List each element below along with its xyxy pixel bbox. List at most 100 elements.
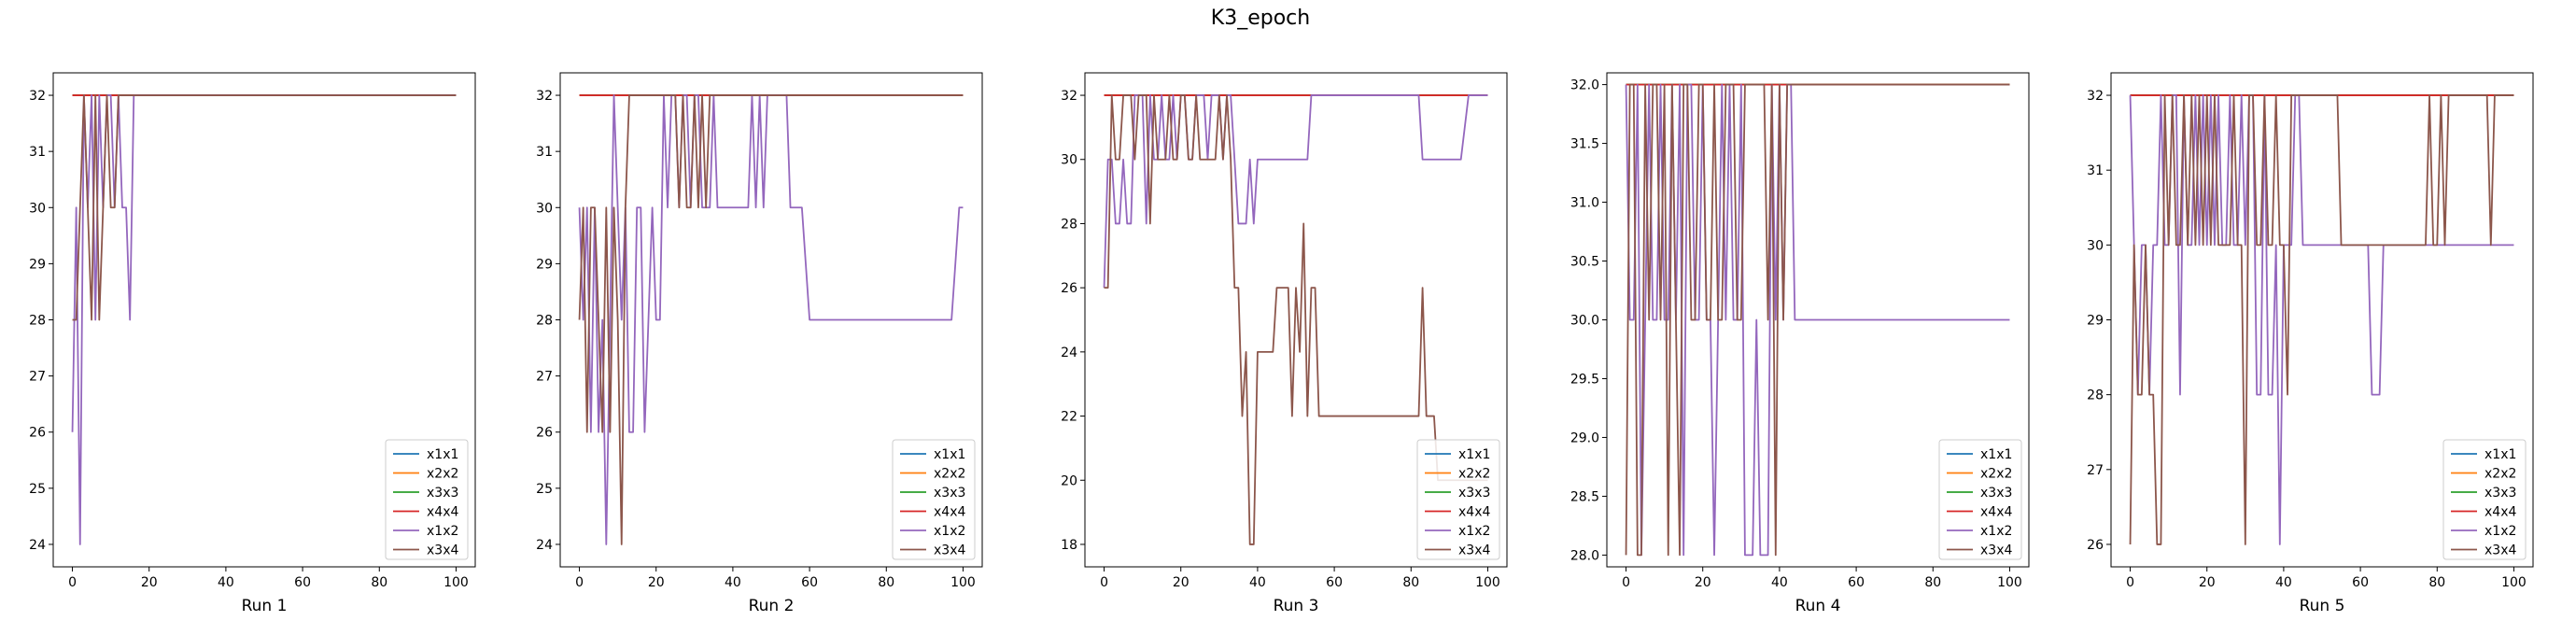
y-tick-label: 31 [29,145,46,160]
legend-label-x3x4: x3x4 [427,543,458,558]
y-tick-label: 25 [536,482,553,497]
legend-box [385,439,469,560]
y-tick-label: 27 [2087,463,2104,478]
legend-label-x3x3: x3x3 [1980,486,2012,501]
x-tick-label: 0 [68,575,77,590]
y-tick-label: 32 [2087,89,2104,104]
figure-title: K3_epoch [1211,7,1310,30]
x-tick-label: 0 [575,575,584,590]
x-axis-label: Run 1 [242,597,288,615]
legend-label-x4x4: x4x4 [1458,505,1490,520]
y-tick-label: 22 [1061,410,1077,425]
x-axis-label: Run 2 [749,597,795,615]
legend-label-x4x4: x4x4 [1980,505,2012,520]
series-line-x1x2 [1625,83,2010,557]
y-tick-label: 29.5 [1570,372,1599,387]
x-tick-label: 40 [725,575,741,590]
legend-label-x2x2: x2x2 [2485,467,2516,482]
x-tick-label: 80 [1402,575,1419,590]
x-axis-label: Run 4 [1795,597,1841,615]
legend: x1x1 x2x2 x3x3 x4x4 x1x2 x3x4 [2442,439,2527,560]
y-tick-label: 26 [1061,281,1077,296]
x-tick-label: 40 [1249,575,1266,590]
legend-label-x1x2: x1x2 [1980,524,2012,539]
chart-panel-3: 0 20 40 60 80 100 18 20 22 24 26 28 30 32 Run 3 x1x1 x2x… [1061,72,1508,615]
x-tick-label: 20 [2199,575,2216,590]
y-tick-label: 30 [2087,238,2104,253]
y-tick-label: 29 [29,257,46,272]
x-tick-label: 100 [1475,575,1500,590]
y-tick-label: 31.5 [1570,137,1599,152]
x-tick-label: 100 [950,575,976,590]
x-tick-label: 40 [218,575,234,590]
y-tick-label: 28 [536,314,553,329]
y-tick-label: 31 [536,145,553,160]
y-tick-label: 28 [1061,217,1077,232]
series-line-x3x4 [1104,94,1488,545]
y-tick-label: 30.0 [1570,314,1599,329]
y-tick-label: 27 [536,370,553,385]
x-tick-label: 100 [2501,575,2527,590]
x-tick-label: 100 [1997,575,2022,590]
legend: x1x1 x2x2 x3x3 x4x4 x1x2 x3x4 [892,439,976,560]
legend-label-x4x4: x4x4 [934,505,965,520]
x-tick-label: 80 [2428,575,2445,590]
legend: x1x1 x2x2 x3x3 x4x4 x1x2 x3x4 [1416,439,1500,560]
legend-label-x1x1: x1x1 [427,447,458,462]
legend-label-x1x1: x1x1 [1458,447,1490,462]
x-tick-label: 80 [1924,575,1941,590]
legend-label-x1x2: x1x2 [934,524,965,539]
legend-box [1938,439,2022,560]
y-tick-label: 30 [536,201,553,216]
y-tick-label: 18 [1061,538,1077,553]
y-tick-label: 32 [29,89,46,104]
legend-label-x1x2: x1x2 [427,524,458,539]
x-tick-label: 0 [2126,575,2134,590]
y-tick-label: 29 [536,257,553,272]
x-tick-label: 20 [648,575,665,590]
x-axis-label: Run 5 [2300,597,2345,615]
x-tick-label: 20 [141,575,158,590]
legend-label-x2x2: x2x2 [427,467,458,482]
y-tick-label: 25 [29,482,46,497]
y-tick-label: 26 [536,426,553,441]
y-tick-label: 32.0 [1570,78,1599,93]
x-tick-label: 60 [1848,575,1865,590]
legend-label-x1x1: x1x1 [2485,447,2516,462]
series-line-x3x4 [1625,83,2010,557]
x-tick-label: 60 [801,575,818,590]
y-tick-label: 24 [536,538,553,553]
x-tick-label: 20 [1173,575,1189,590]
y-tick-label: 32 [536,89,553,104]
y-tick-label: 32 [1061,89,1077,104]
y-tick-label: 28.0 [1570,548,1599,563]
chart-panel-4: 0 20 40 60 80 100 28.0 28.5 29.0 29.5 30.0 30.5 31.0… [1570,72,2030,615]
x-tick-label: 0 [1100,575,1108,590]
series-line-x3x4 [72,94,457,321]
legend-box [892,439,976,560]
legend-label-x1x2: x1x2 [2485,524,2516,539]
y-tick-label: 31.0 [1570,196,1599,211]
y-tick-label: 28.5 [1570,489,1599,504]
y-tick-label: 28 [2087,388,2104,403]
y-tick-label: 30 [1061,153,1077,168]
y-tick-label: 27 [29,370,46,385]
x-tick-label: 100 [443,575,469,590]
y-tick-label: 24 [1061,346,1077,360]
series-line-x3x4 [578,94,964,545]
legend-label-x3x3: x3x3 [2485,486,2516,501]
x-tick-label: 80 [371,575,387,590]
y-tick-label: 29 [2087,314,2104,329]
legend-label-x3x3: x3x3 [427,486,458,501]
legend-label-x3x3: x3x3 [1458,486,1490,501]
y-tick-label: 29.0 [1570,430,1599,445]
y-tick-label: 20 [1061,473,1077,488]
series-line-x3x4 [2129,94,2514,545]
legend-label-x2x2: x2x2 [934,467,965,482]
x-tick-label: 80 [878,575,894,590]
x-tick-label: 60 [1326,575,1343,590]
legend: x1x1 x2x2 x3x3 x4x4 x1x2 x3x4 [385,439,469,560]
y-tick-label: 26 [2087,538,2104,553]
axes-frame [1084,72,1508,568]
